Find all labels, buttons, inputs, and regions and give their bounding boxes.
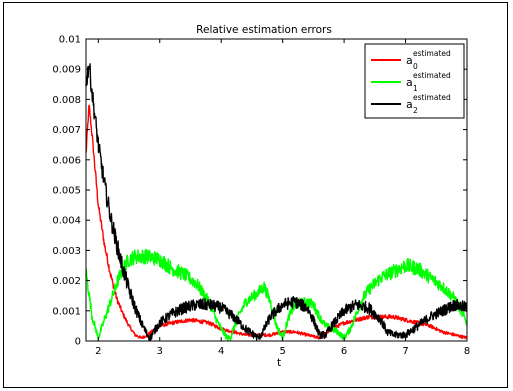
legend-superscript-0: estimated bbox=[413, 49, 451, 58]
chart-title: Relative estimation errors bbox=[196, 24, 332, 36]
x-axis-label: t bbox=[277, 357, 281, 369]
x-tick-label: 7 bbox=[402, 346, 408, 357]
x-tick-label: 2 bbox=[95, 346, 101, 357]
y-tick-label: 0.005 bbox=[52, 186, 81, 197]
y-tick-label: 0 bbox=[75, 337, 81, 348]
legend-label-0: a bbox=[406, 54, 413, 67]
legend-subscript-1: 1 bbox=[413, 84, 418, 93]
y-tick-label: 0.001 bbox=[52, 306, 81, 317]
series-layer bbox=[85, 63, 468, 342]
x-tick-label: 5 bbox=[279, 346, 285, 357]
y-tick-label: 0.009 bbox=[52, 65, 81, 76]
x-tick-label: 6 bbox=[341, 346, 347, 357]
y-tick-label: 0.007 bbox=[52, 125, 81, 136]
x-tick-label: 8 bbox=[464, 346, 470, 357]
x-tick-label: 3 bbox=[157, 346, 163, 357]
legend-subscript-2: 2 bbox=[413, 106, 418, 115]
y-tick-label: 0.004 bbox=[52, 216, 81, 227]
legend-superscript-1: estimated bbox=[413, 71, 451, 80]
y-tick-label: 0.002 bbox=[52, 276, 81, 287]
y-tick-label: 0.008 bbox=[52, 95, 81, 106]
tick-layer: 2 3 4 5 6 7 8 0 0.001 0.002 0.003 0.004 0.005 0.006 0.… bbox=[52, 35, 470, 358]
legend-label-2: a bbox=[406, 98, 413, 111]
legend-superscript-2: estimated bbox=[413, 93, 451, 102]
series-line-1 bbox=[85, 248, 468, 342]
y-tick-label: 0.01 bbox=[59, 35, 81, 46]
y-tick-label: 0.003 bbox=[52, 246, 81, 257]
legend-label-1: a bbox=[406, 76, 413, 89]
x-tick-label: 4 bbox=[218, 346, 224, 357]
series-line-0 bbox=[85, 104, 468, 340]
legend-subscript-0: 0 bbox=[413, 62, 418, 71]
series-line-2 bbox=[85, 63, 468, 342]
y-tick-label: 0.006 bbox=[52, 155, 81, 166]
